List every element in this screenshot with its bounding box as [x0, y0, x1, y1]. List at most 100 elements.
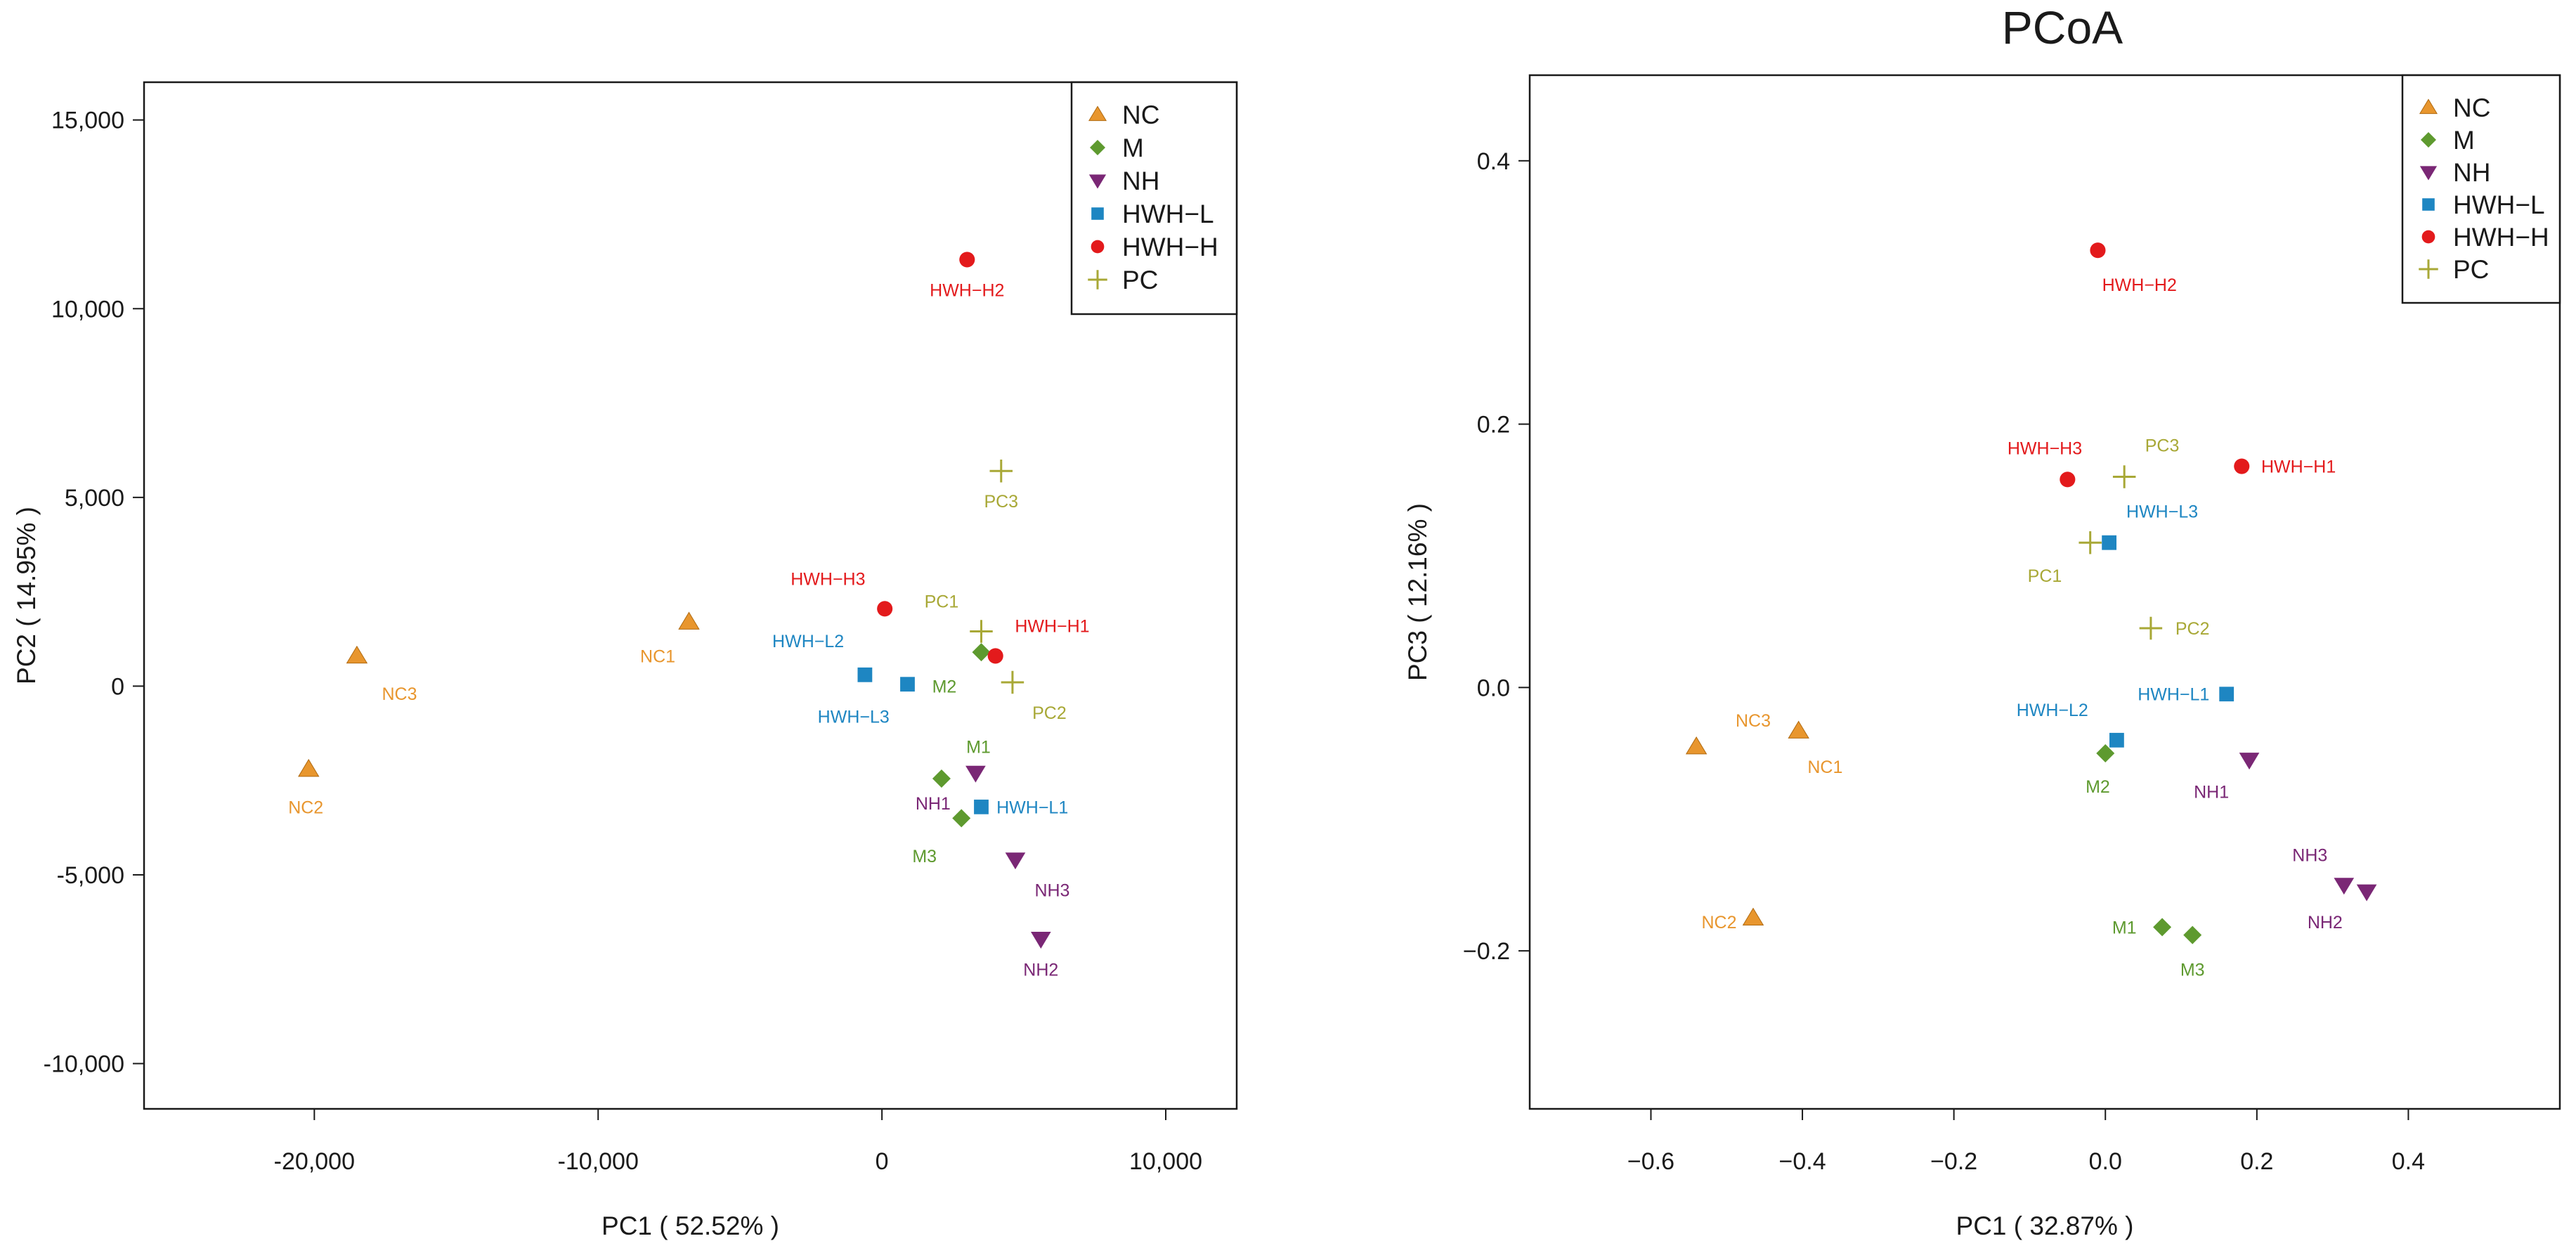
chart-2-point-pc	[2079, 531, 2102, 554]
chart-1-point-label: PC3	[984, 492, 1018, 512]
chart-2-point-label: HWH−H1	[2261, 457, 2336, 477]
chart-1-legend-marker-nh	[1088, 174, 1107, 189]
chart-2-legend-label: HWH−H	[2453, 223, 2549, 252]
chart-2-x-tick-label: −0.6	[1627, 1148, 1674, 1175]
chart-2-legend-marker-pc	[2419, 259, 2438, 279]
chart-2-point-hwh-h	[2060, 472, 2076, 488]
chart-2-point-label: M2	[2086, 777, 2110, 797]
chart-2-legend-marker-nc	[2419, 98, 2438, 115]
chart-2-y-tick-label: 0.2	[1477, 412, 1510, 438]
chart-2-legend-label: NC	[2453, 93, 2490, 122]
chart-1-point-label: PC1	[925, 592, 959, 612]
chart-1-point-hwh-h	[987, 648, 1003, 664]
chart-1-point-pc	[1001, 670, 1024, 694]
chart-2-legend-marker-hwh-l	[2422, 198, 2435, 211]
chart-1-point-label: NC2	[288, 798, 323, 817]
chart-2-point-label: M1	[2112, 918, 2137, 937]
chart-1-legend-marker-hwh-h	[1091, 240, 1105, 254]
chart-2-point-label: M3	[2180, 960, 2205, 980]
chart-1-point-label: HWH−H3	[791, 569, 865, 589]
chart-2-x-tick-label: −0.2	[1930, 1148, 1977, 1175]
chart-1-pca-plot: -20,000 -10,000 0 10,000 -10,000 -5,000 0 5,000…	[12, 81, 1238, 1240]
chart-1-point-label: HWH−H2	[930, 280, 1004, 300]
chart-1-point-label: NH2	[1023, 960, 1058, 980]
chart-2-legend-marker-nh	[2419, 166, 2438, 181]
chart-2-point-label: PC1	[2028, 566, 2062, 586]
chart-1-legend-label: HWH−H	[1122, 233, 1218, 261]
chart-1-point-hwh-h	[959, 252, 975, 268]
chart-1-point-label: HWH−H1	[1015, 616, 1089, 636]
chart-2-legend-label: NH	[2453, 158, 2490, 187]
chart-2-point-hwh-l	[2109, 732, 2124, 748]
chart-2-point-label: PC2	[2175, 619, 2210, 639]
chart-2-point-m	[2096, 744, 2115, 763]
chart-2-y-tick-label: 0.0	[1477, 675, 1510, 701]
chart-1-y-tick-label: -5,000	[57, 862, 124, 889]
chart-1-x-tick-label: -10,000	[558, 1148, 639, 1175]
chart-1-point-hwh-l	[974, 799, 989, 814]
chart-2-point-label: NC3	[1736, 711, 1771, 731]
chart-1-point-label: NC1	[640, 646, 675, 666]
chart-1-point-nh	[965, 765, 986, 783]
chart-1-point-nc	[346, 645, 368, 664]
chart-2-point-nc	[1788, 720, 1809, 739]
chart-1-point-nh	[1030, 932, 1051, 949]
chart-2-x-tick-label: −0.4	[1778, 1148, 1826, 1175]
chart-2-y-tick-label: 0.4	[1477, 148, 1510, 175]
chart-1-point-pc	[989, 459, 1013, 483]
chart-2-point-label: HWH−L3	[2126, 502, 2198, 521]
chart-1-point-nc	[298, 758, 320, 777]
chart-1-point-label: NH3	[1034, 880, 1069, 900]
chart-2-x-tick-label: 0.0	[2089, 1148, 2122, 1175]
chart-1-point-hwh-l	[900, 677, 915, 692]
chart-2-plot-frame	[1528, 74, 2561, 1110]
chart-2-y-tick-label: −0.2	[1463, 938, 1510, 965]
chart-1-point-pc	[970, 620, 993, 643]
chart-2-point-label: PC3	[2145, 436, 2180, 456]
chart-1-point-label: NC3	[382, 684, 417, 704]
chart-1-legend-marker-pc	[1088, 270, 1107, 290]
chart-1-y-tick-label: 0	[111, 673, 124, 700]
chart-1-y-axis-label: PC2 ( 14.95% )	[12, 507, 41, 684]
chart-2-x-tick-label: 0.2	[2240, 1148, 2273, 1175]
chart-2-point-label: NC1	[1807, 758, 1842, 777]
chart-1-point-label: PC2	[1032, 703, 1067, 723]
chart-1-plot-frame	[143, 81, 1238, 1110]
chart-1-y-tick-label: 15,000	[51, 108, 124, 134]
chart-1-point-m	[932, 769, 951, 788]
chart-2-x-tick-label: 0.4	[2392, 1148, 2425, 1175]
chart-1-legend-marker-nc	[1088, 105, 1107, 122]
chart-1-point-m	[972, 643, 991, 662]
chart-1-point-label: HWH−L2	[772, 632, 844, 651]
chart-2-point-label: NH2	[2308, 913, 2343, 932]
chart-2-point-label: NC2	[1701, 913, 1736, 932]
chart-1-legend-label: HWH−L	[1122, 200, 1214, 228]
chart-1-point-hwh-l	[857, 667, 873, 682]
chart-2-point-nh	[2334, 878, 2355, 895]
chart-2-point-m	[2183, 925, 2202, 944]
chart-1-point-label: M3	[912, 847, 937, 866]
chart-1-point-label: M1	[966, 737, 991, 757]
chart-1-y-tick-label: 10,000	[51, 296, 124, 323]
chart-1-x-tick-label: 10,000	[1129, 1148, 1202, 1175]
chart-1-y-tick-label: -10,000	[44, 1051, 124, 1078]
chart-2-point-hwh-l	[2219, 687, 2235, 702]
chart-2-point-hwh-h	[2234, 458, 2250, 474]
chart-2-legend-marker-m	[2421, 132, 2436, 148]
chart-1-point-nh	[1005, 852, 1026, 870]
chart-2-point-pc	[2139, 616, 2163, 640]
chart-2-point-m	[2153, 918, 2172, 937]
chart-2-point-hwh-l	[2102, 535, 2117, 550]
chart-2-point-label: NH1	[2194, 782, 2229, 802]
chart-1-point-hwh-h	[877, 601, 893, 617]
chart-1-x-axis-label: PC1 ( 52.52% )	[601, 1211, 779, 1240]
chart-1-y-tick-label: 5,000	[65, 485, 124, 512]
chart-1-point-nc	[678, 611, 700, 630]
chart-2-point-hwh-h	[2090, 242, 2106, 259]
chart-1-point-label: HWH−L3	[818, 707, 890, 727]
chart-1-legend-marker-hwh-l	[1091, 207, 1104, 220]
chart-2-pcoa-plot: −0.6 −0.4 −0.2 0.0 0.2 0.4 −0.2 0.0 0.2 0.4 PC1 ( …	[1403, 74, 2561, 1240]
chart-2-legend-label: HWH−L	[2453, 190, 2545, 219]
chart-1-legend-marker-m	[1090, 140, 1105, 155]
